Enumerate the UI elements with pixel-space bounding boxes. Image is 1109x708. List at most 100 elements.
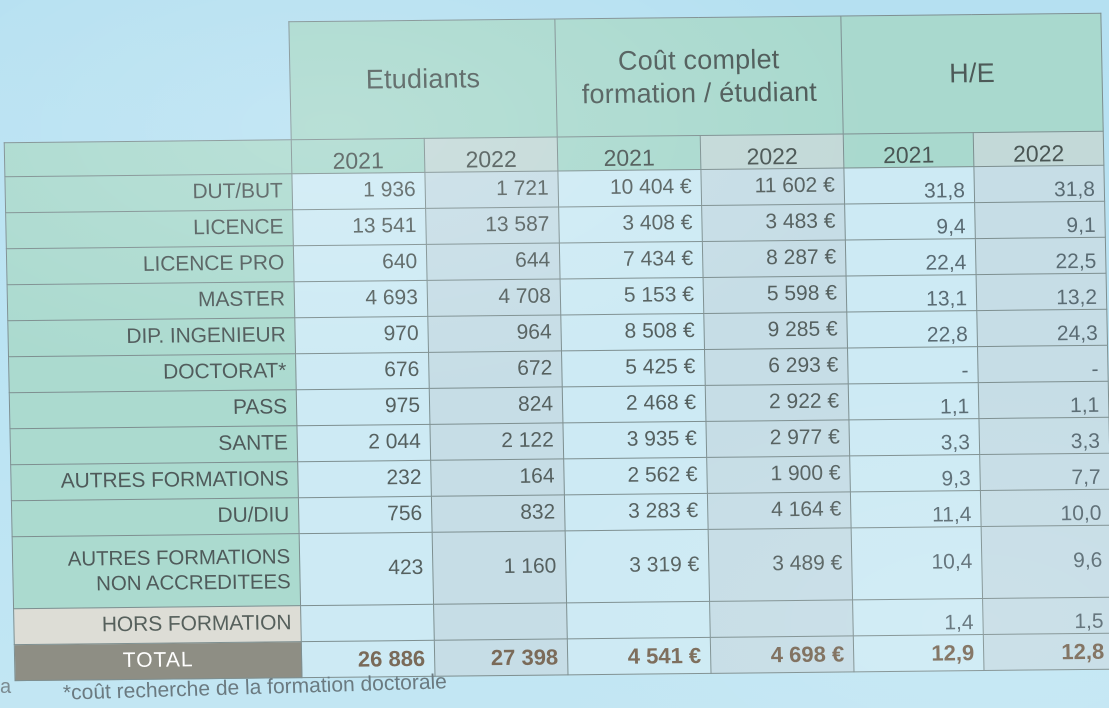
row-label-du-diu: DU/DIU (11, 497, 300, 537)
row-label-dip-ingenieur: DIP. INGENIEUR (7, 317, 296, 357)
cell-he-2022: 10,0 (980, 489, 1109, 527)
cell-cout-2022: 1 900 € (706, 455, 851, 494)
cell-total-cout-2021: 4 541 € (567, 637, 712, 675)
cell-etudiants-2021: 975 (296, 388, 430, 426)
cell-he-2021: 31,8 (843, 166, 975, 204)
cell-he-2022: 3,3 (978, 417, 1109, 455)
cell-cout-2021: 3 319 € (565, 529, 710, 603)
cell-he-2021: - (847, 346, 979, 384)
cell-he-2022: 1,1 (978, 381, 1109, 419)
cell-cout-2021: 8 508 € (560, 313, 705, 351)
cell-cout-2021: 10 404 € (557, 169, 702, 207)
cell-cout-2022: 6 293 € (704, 347, 849, 386)
cell-he-2021: 3,3 (848, 418, 980, 456)
row-label-licence-pro: LICENCE PRO (6, 245, 295, 285)
row-label-sante: SANTE (9, 425, 298, 465)
cell-he-2021: 1,4 (852, 598, 984, 636)
cell-he-2021: 22,8 (846, 310, 978, 348)
cell-etudiants-2022: 2 122 (429, 422, 564, 461)
cell-etudiants-2022: 1 160 (432, 530, 567, 605)
table-header: Etudiants Coût complet formation / étudi… (2, 13, 1104, 177)
cell-etudiants-2021 (300, 604, 435, 642)
row-label-autres-formations: AUTRES FORMATIONS (10, 461, 299, 501)
row-label-master: MASTER (7, 281, 295, 321)
cell-he-2022: 9,6 (981, 525, 1109, 599)
cell-he-2022: 7,7 (979, 453, 1109, 491)
row-label-total: TOTAL (14, 641, 303, 681)
cell-he-2021: 9,4 (844, 202, 976, 240)
cell-etudiants-2021: 676 (295, 352, 430, 390)
cell-etudiants-2021: 4 693 (294, 280, 428, 318)
cell-cout-2022: 5 598 € (703, 275, 847, 314)
cell-cout-2021: 3 935 € (562, 421, 707, 459)
row-label-dut-but: DUT/BUT (4, 173, 293, 213)
cell-cout-2022: 3 483 € (701, 203, 846, 242)
cell-etudiants-2021: 640 (293, 244, 428, 282)
table-body: DUT/BUT 1 936 1 721 10 404 € 11 602 € 31… (4, 165, 1109, 681)
cell-he-2021: 13,1 (846, 274, 977, 312)
cell-etudiants-2022: 964 (427, 314, 562, 353)
row-label-autres-formations-non-accreditees: AUTRES FORMATIONS NON ACCREDITEES (12, 533, 301, 609)
year-header-he-2021: 2021 (843, 132, 974, 168)
cell-etudiants-2021: 232 (297, 460, 432, 498)
cell-cout-2021: 7 434 € (559, 241, 704, 279)
cell-he-2022: 13,2 (976, 273, 1107, 311)
row-label-pass: PASS (9, 389, 297, 429)
year-header-etudiants-2022: 2022 (424, 136, 558, 173)
cell-cout-2022: 11 602 € (700, 167, 845, 206)
cost-per-student-table: Etudiants Coût complet formation / étudi… (1, 13, 1109, 681)
edge-mark: a (0, 676, 12, 698)
cell-cout-2022: 4 164 € (707, 491, 852, 530)
group-header-cout-complet: Coût complet formation / étudiant (554, 16, 844, 137)
cell-cout-2022: 3 489 € (708, 527, 853, 602)
cell-he-2021: 22,4 (845, 238, 977, 276)
cell-etudiants-2022: 832 (431, 494, 566, 533)
year-header-cout-2022: 2022 (700, 133, 844, 170)
year-header-cout-2021: 2021 (557, 135, 701, 171)
cell-he-2021: 10,4 (851, 526, 983, 600)
cell-etudiants-2022: 644 (426, 242, 561, 281)
cell-he-2022: 1,5 (982, 597, 1109, 635)
cell-cout-2021: 5 153 € (560, 277, 704, 315)
cell-etudiants-2021: 756 (298, 496, 433, 534)
cell-total-he-2022: 12,8 (983, 633, 1109, 671)
row-label-doctorat: DOCTORAT* (8, 353, 297, 393)
cell-cout-2021 (566, 601, 711, 639)
cell-cout-2021: 2 468 € (562, 385, 706, 423)
table-row: AUTRES FORMATIONS NON ACCREDITEES 423 1 … (12, 525, 1109, 609)
cell-he-2022: 9,1 (974, 201, 1106, 239)
cell-cout-2022: 8 287 € (702, 239, 847, 278)
corner-label-cell (4, 139, 292, 177)
cell-total-he-2021: 12,9 (853, 634, 985, 672)
group-header-cout-line1: Coût complet (617, 43, 780, 76)
cell-he-2022: 24,3 (976, 309, 1108, 347)
cell-etudiants-2021: 970 (294, 316, 429, 354)
cell-etudiants-2022: 164 (430, 458, 565, 497)
year-header-etudiants-2021: 2021 (291, 138, 425, 174)
group-header-cout-line2: formation / étudiant (581, 76, 818, 109)
cell-he-2021: 1,1 (848, 382, 979, 420)
cell-cout-2022: 2 922 € (705, 383, 849, 422)
cell-etudiants-2022: 4 708 (427, 278, 561, 317)
cell-etudiants-2021: 2 044 (296, 424, 431, 462)
cell-he-2021: 9,3 (849, 454, 981, 492)
cell-he-2021: 11,4 (850, 490, 982, 528)
cell-he-2022: 31,8 (973, 165, 1105, 203)
year-header-he-2022: 2022 (973, 131, 1104, 167)
cell-etudiants-2021: 423 (299, 532, 434, 606)
group-header-etudiants: Etudiants (288, 19, 558, 140)
cell-cout-2021: 3 283 € (564, 493, 709, 531)
group-header-row: Etudiants Coût complet formation / étudi… (2, 13, 1104, 143)
row-label-line2: NON ACCREDITEES (95, 569, 291, 595)
corner-blank-cell (2, 22, 291, 143)
cell-cout-2021: 5 425 € (561, 349, 706, 387)
cell-etudiants-2022: 672 (428, 350, 563, 389)
row-label-line1: AUTRES FORMATIONS (67, 545, 291, 571)
cell-etudiants-2021: 1 936 (291, 172, 426, 210)
cell-cout-2021: 2 562 € (563, 457, 708, 495)
row-label-hors-formation: HORS FORMATION (13, 605, 302, 645)
cell-etudiants-2022: 13 587 (425, 206, 560, 245)
cell-total-cout-2022: 4 698 € (710, 635, 855, 674)
